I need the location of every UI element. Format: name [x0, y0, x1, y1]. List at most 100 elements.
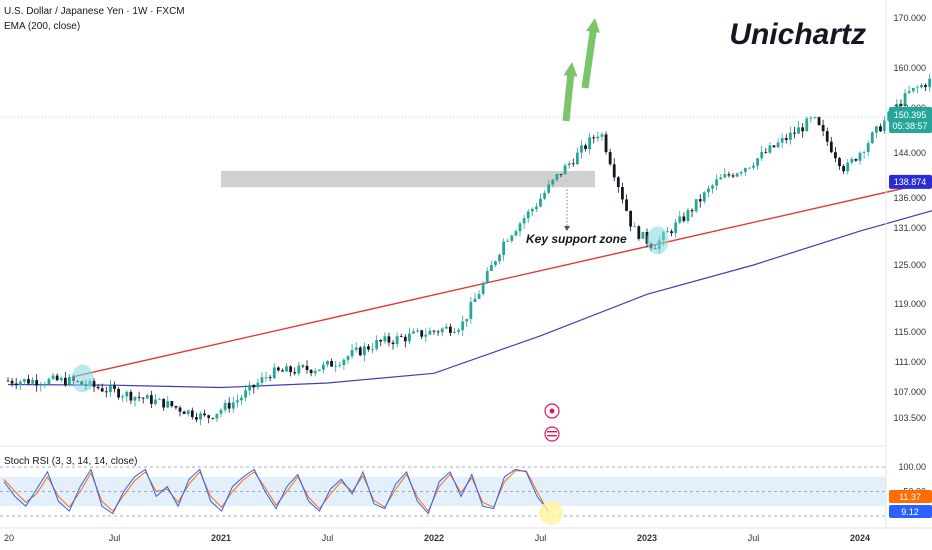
candle-body [293, 372, 297, 374]
candle-body [207, 415, 211, 419]
candle-body [145, 395, 149, 399]
candle-body [276, 367, 280, 371]
candle-body [543, 192, 546, 199]
candle-body [35, 380, 39, 386]
candle-body [158, 398, 161, 400]
candle-body [592, 137, 596, 139]
price-tick-label: 119.000 [894, 299, 926, 309]
candle-body [342, 359, 346, 366]
us-flag-stripe-icon [547, 435, 557, 437]
candle-body [14, 383, 18, 386]
candle-body [629, 210, 633, 227]
candle-body [219, 410, 223, 414]
candle-body [608, 152, 612, 165]
candles [6, 74, 932, 426]
candle-body [874, 126, 878, 133]
candle-body [801, 127, 805, 132]
candle-body [707, 188, 710, 193]
candle-body [322, 364, 325, 370]
candle-body [485, 270, 489, 284]
rsi-highlight-circle [539, 501, 563, 525]
candle-body [903, 93, 907, 107]
candle-body [215, 413, 219, 419]
candle-body [6, 380, 10, 382]
candle-body [612, 164, 616, 178]
candle-body [338, 365, 342, 366]
candle-body [117, 388, 120, 398]
candle-body [899, 103, 903, 107]
candle-body [416, 330, 420, 332]
candle-body [305, 365, 309, 370]
candle-body [100, 388, 104, 392]
support-pointer-head [564, 226, 570, 231]
price-tick-label: 144.000 [893, 148, 926, 158]
candle-body [379, 339, 383, 342]
rsi-d-badge [889, 490, 932, 503]
candle-body [223, 402, 227, 411]
candle-body [604, 134, 608, 153]
highlight-circle [646, 226, 669, 255]
candle-body [252, 384, 256, 388]
candle-body [408, 333, 411, 342]
candle-body [47, 378, 51, 385]
rsi-tick-label: 100.00 [898, 462, 926, 472]
candle-body [780, 138, 784, 143]
candle-body [743, 168, 747, 173]
candle-body [682, 216, 686, 221]
candle-body [186, 410, 190, 415]
candle-body [63, 377, 67, 386]
candle-body [264, 377, 268, 379]
candle-body [461, 321, 465, 331]
candle-body [698, 199, 702, 202]
candle-body [358, 347, 362, 356]
candle-body [571, 163, 575, 165]
time-tick-label: 2024 [850, 533, 870, 543]
candle-body [285, 366, 288, 372]
candle-body [924, 85, 927, 88]
candle-body [31, 380, 34, 384]
candle-body [850, 159, 854, 163]
green-arrow-large-shape [581, 18, 600, 89]
candle-body [55, 375, 59, 381]
candle-body [694, 199, 698, 212]
candle-body [211, 418, 215, 419]
candle-body [854, 159, 858, 161]
us-flag-icon [544, 426, 560, 442]
candle-body [326, 361, 329, 365]
rsi-k-badge [889, 505, 932, 518]
price-tick-label: 170.000 [893, 13, 926, 23]
candle-body [809, 117, 813, 119]
candle-body [68, 377, 71, 386]
candle-body [268, 377, 272, 379]
symbol-title: U.S. Dollar / Japanese Yen · 1W · FXCM [4, 6, 185, 17]
candle-body [166, 401, 170, 408]
last-price-value: 150.395 [894, 110, 927, 120]
price-tick-label: 160.000 [893, 63, 926, 73]
time-tick-label: 2023 [637, 533, 657, 543]
candle-body [43, 384, 47, 385]
candle-body [883, 120, 886, 132]
candle-body [834, 152, 837, 159]
candle-body [621, 187, 624, 200]
candle-body [752, 165, 755, 168]
candle-body [367, 346, 370, 350]
candle-body [793, 132, 796, 134]
candle-body [137, 396, 141, 398]
trendline [71, 181, 932, 378]
candle-body [244, 390, 247, 398]
candle-body [563, 165, 567, 175]
candle-body [637, 226, 641, 239]
candle-body [354, 347, 358, 351]
candle-body [412, 331, 415, 334]
bar-countdown: 05:38:57 [892, 121, 927, 131]
candle-body [768, 145, 772, 153]
green-arrow-small [562, 62, 578, 122]
time-tick-label: Jul [535, 533, 547, 543]
ema-200-line [7, 210, 932, 389]
candle-body [477, 293, 481, 299]
candle-body [711, 185, 714, 189]
candle-body [666, 231, 669, 233]
candle-body [723, 174, 727, 178]
candle-body [448, 326, 452, 333]
